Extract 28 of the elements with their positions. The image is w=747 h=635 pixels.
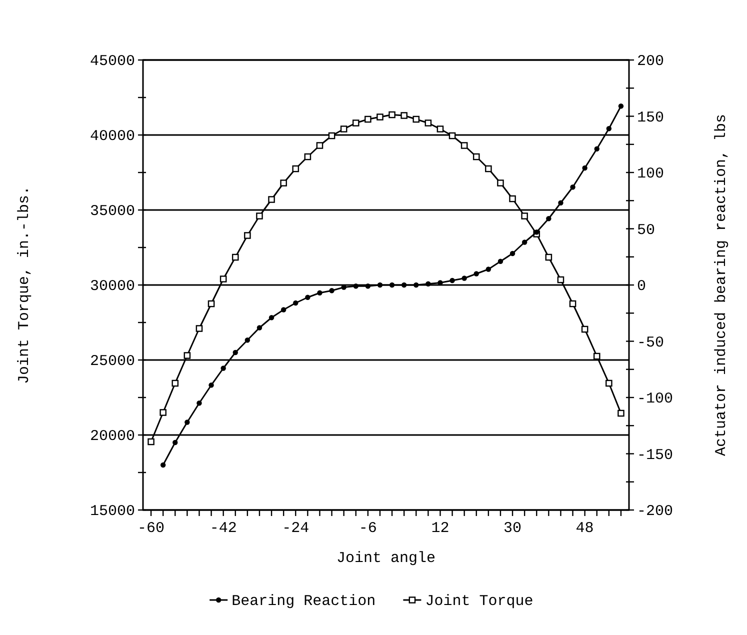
y-tick-label: 20000 bbox=[90, 428, 135, 445]
x-tick-label: -24 bbox=[282, 520, 310, 537]
x-tick-label: -60 bbox=[138, 520, 165, 537]
y-tick-label: 30000 bbox=[90, 278, 135, 295]
legend-label: Joint Torque bbox=[425, 593, 534, 610]
y-tick-label: 45000 bbox=[90, 53, 135, 70]
y-tick-label: 35000 bbox=[90, 203, 135, 220]
y2-tick-label: 100 bbox=[637, 166, 664, 182]
y2-tick-label: 50 bbox=[637, 222, 656, 239]
x-tick-label: -6 bbox=[358, 520, 377, 537]
y2-tick-label: 0 bbox=[637, 278, 646, 295]
x-tick-label: 30 bbox=[504, 520, 522, 537]
legend-label: Bearing Reaction bbox=[232, 593, 376, 610]
y-axis-title: Joint Torque, in.-lbs. bbox=[16, 186, 33, 384]
x-tick-label: 12 bbox=[431, 520, 450, 537]
y2-axis-title: Actuator induced bearing reaction, lbs bbox=[713, 114, 730, 456]
x-axis-title: Joint angle bbox=[336, 550, 436, 567]
y2-tick-label: 150 bbox=[637, 109, 664, 126]
x-tick-label: 48 bbox=[576, 520, 594, 537]
y2-tick-label: 200 bbox=[637, 53, 664, 70]
y-tick-label: 15000 bbox=[90, 503, 135, 520]
y2-tick-label: -50 bbox=[637, 334, 664, 352]
y2-tick-label: -200 bbox=[637, 503, 674, 520]
y-tick-label: 25000 bbox=[90, 353, 135, 370]
y-tick-label: 40000 bbox=[90, 128, 135, 145]
y2-tick-label: -100 bbox=[637, 390, 674, 408]
y2-tick-label: -150 bbox=[637, 446, 674, 464]
x-tick-label: -42 bbox=[210, 520, 237, 537]
